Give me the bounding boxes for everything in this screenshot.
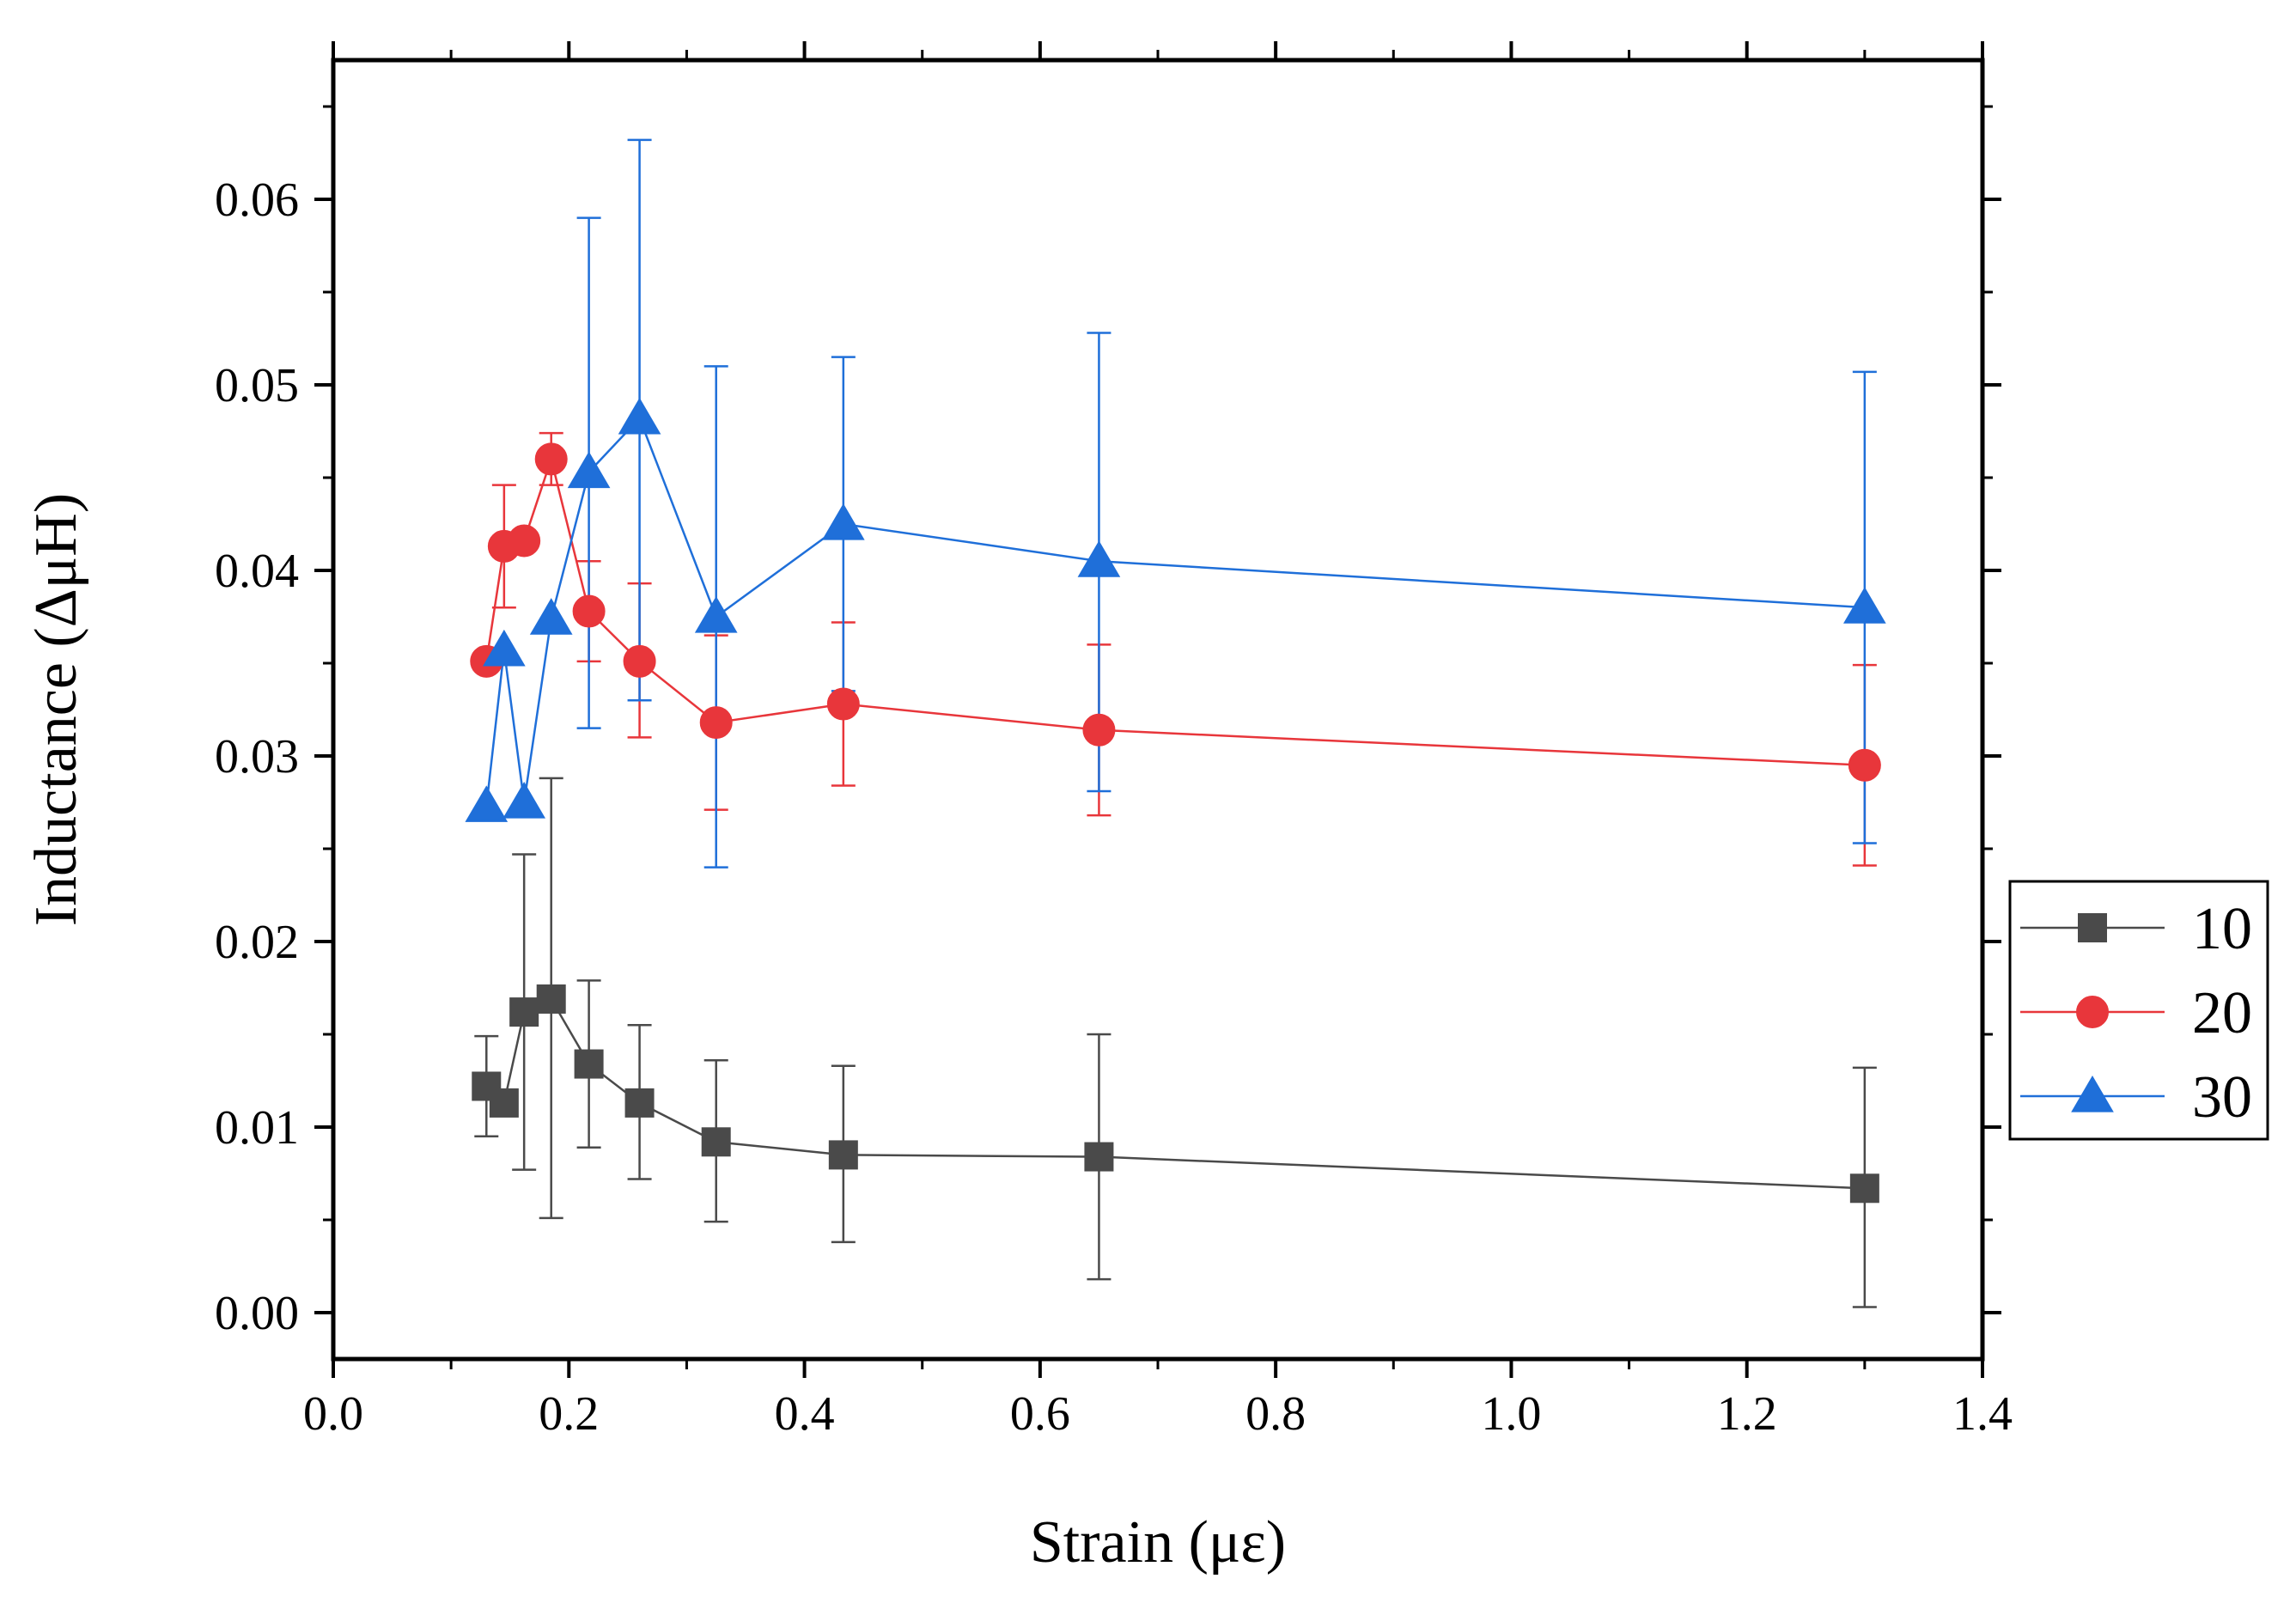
data-point-10 [536, 984, 566, 1014]
x-tick-label: 1.4 [1952, 1387, 2013, 1441]
data-point-30 [567, 451, 611, 489]
data-point-20 [572, 594, 606, 628]
legend-label-10: 10 [2192, 896, 2252, 962]
data-point-30 [1077, 540, 1121, 577]
data-point-10 [1084, 1142, 1114, 1172]
x-tick-label: 0.0 [303, 1387, 363, 1441]
data-point-30 [483, 629, 526, 667]
y-tick-label: 0.02 [215, 916, 299, 969]
x-tick-label: 0.4 [775, 1387, 835, 1441]
data-point-20 [534, 442, 568, 476]
data-point-10 [701, 1127, 731, 1157]
series-line-10 [485, 997, 1865, 1190]
data-point-10 [1849, 1173, 1879, 1204]
data-markers [465, 397, 1886, 1204]
legend-label-30: 30 [2192, 1064, 2252, 1131]
plot-frame [331, 58, 1985, 1362]
data-point-10 [489, 1088, 519, 1118]
series-line-30 [485, 416, 1865, 807]
data-point-20 [508, 524, 541, 558]
y-tick-label: 0.04 [215, 545, 299, 598]
data-point-20 [699, 706, 733, 740]
x-tick-label: 0.6 [1010, 1387, 1070, 1441]
data-point-10 [624, 1088, 655, 1118]
data-point-20 [826, 687, 860, 721]
data-point-30 [529, 598, 573, 635]
data-point-30 [618, 397, 661, 435]
y-tick-label: 0.06 [215, 174, 299, 227]
x-tick-label: 1.2 [1717, 1387, 1777, 1441]
x-tick-label: 0.2 [539, 1387, 599, 1441]
y-tick-label: 0.03 [215, 730, 299, 783]
x-tick-label: 0.8 [1245, 1387, 1306, 1441]
data-point-10 [574, 1049, 604, 1079]
data-point-20 [623, 644, 656, 678]
data-point-30 [821, 503, 865, 540]
data-point-20 [1082, 713, 1116, 747]
legend-marker-20 [2076, 996, 2109, 1028]
data-point-20 [1848, 748, 1881, 782]
legend-marker-30 [2071, 1076, 2114, 1112]
legend-marker-10 [2078, 913, 2107, 942]
x-tick-label: 1.0 [1481, 1387, 1541, 1441]
y-axis-title: Inductance (ΔμH) [23, 493, 89, 926]
legend-label-20: 20 [2192, 980, 2252, 1046]
y-tick-label: 0.05 [215, 359, 299, 412]
tick-labels: 0.0 0.2 0.4 0.6 0.8 1.0 1.2 1.4 0.00 0.01 0.02 0.03… [215, 174, 2013, 1441]
data-point-10 [828, 1140, 858, 1170]
data-point-10 [509, 997, 539, 1027]
data-point-30 [694, 596, 738, 633]
data-point-30 [502, 782, 546, 819]
y-tick-label: 0.00 [215, 1287, 299, 1340]
data-point-30 [1843, 587, 1886, 624]
x-axis-title: Strain (με) [1030, 1509, 1286, 1576]
data-point-30 [465, 785, 509, 822]
legend: 10 20 30 [2008, 880, 2269, 1141]
y-tick-label: 0.01 [215, 1101, 299, 1155]
